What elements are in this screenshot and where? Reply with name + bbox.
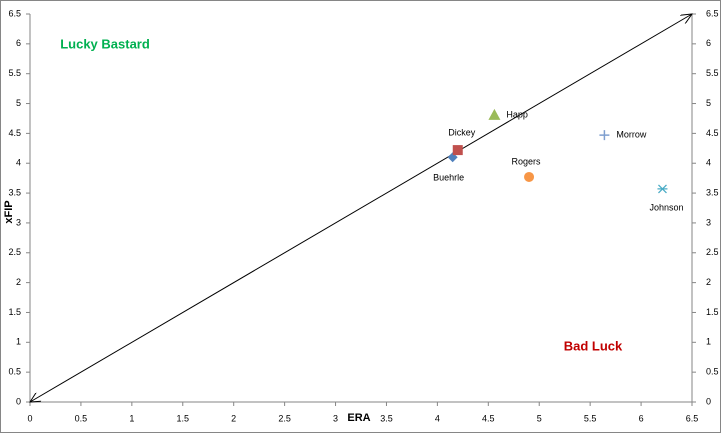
- y-tick-label: 1.5: [8, 307, 21, 317]
- y-tick-label: 3: [16, 217, 21, 227]
- y2-tick-label: 6.5: [706, 8, 719, 18]
- y2-tick-label: 5.5: [706, 68, 719, 78]
- point-label: Happ: [506, 109, 528, 119]
- point: [524, 171, 535, 182]
- x-tick-label: 4.5: [482, 413, 495, 423]
- point: [657, 184, 668, 194]
- point: [488, 108, 501, 120]
- y-tick-label: 2: [16, 277, 21, 287]
- point: [599, 130, 610, 141]
- y-tick-label: 5: [16, 98, 21, 108]
- point-label: Morrow: [616, 130, 647, 140]
- y-tick-label: 4: [16, 158, 21, 168]
- y-tick-label: 2.5: [8, 247, 21, 257]
- point-label: Johnson: [649, 202, 683, 212]
- x-tick-label: 3.5: [380, 413, 393, 423]
- x-tick-label: 2: [231, 413, 236, 423]
- reference-line: [30, 14, 692, 402]
- x-tick-label: 0: [27, 413, 32, 423]
- y-tick-label: 1: [16, 337, 21, 347]
- x-tick-label: 5: [537, 413, 542, 423]
- x-tick-label: 1: [129, 413, 134, 423]
- y-tick-label: 5.5: [8, 68, 21, 78]
- y2-tick-label: 4: [706, 158, 711, 168]
- y2-tick-label: 5: [706, 98, 711, 108]
- y2-tick-label: 2: [706, 277, 711, 287]
- x-tick-label: 5.5: [584, 413, 597, 423]
- x-tick-label: 1.5: [177, 413, 190, 423]
- y2-tick-label: 6: [706, 38, 711, 48]
- x-tick-label: 6.5: [686, 413, 699, 423]
- annotation: Lucky Bastard: [60, 36, 150, 51]
- y-tick-label: 6.5: [8, 8, 21, 18]
- y2-tick-label: 0: [706, 396, 711, 406]
- y-tick-label: 3.5: [8, 187, 21, 197]
- y-axis-title: xFIP: [3, 200, 15, 223]
- y2-tick-label: 4.5: [706, 128, 719, 138]
- y-tick-label: 0.5: [8, 367, 21, 377]
- x-tick-label: 6: [639, 413, 644, 423]
- y-tick-label: 6: [16, 38, 21, 48]
- y-tick-label: 0: [16, 396, 21, 406]
- x-tick-label: 2.5: [278, 413, 291, 423]
- point-label: Rogers: [512, 156, 542, 166]
- y2-tick-label: 3: [706, 217, 711, 227]
- y2-tick-label: 1.5: [706, 307, 719, 317]
- y2-tick-label: 2.5: [706, 247, 719, 257]
- y2-tick-label: 3.5: [706, 187, 719, 197]
- x-axis-title: ERA: [347, 412, 370, 424]
- x-tick-label: 3: [333, 413, 338, 423]
- y-tick-label: 4.5: [8, 128, 21, 138]
- x-tick-label: 4: [435, 413, 440, 423]
- point-label: Dickey: [448, 127, 476, 137]
- annotation: Bad Luck: [564, 338, 623, 353]
- point-label: Buehrle: [433, 173, 464, 183]
- point: [452, 145, 463, 156]
- x-tick-label: 0.5: [75, 413, 88, 423]
- y2-tick-label: 1: [706, 337, 711, 347]
- y2-tick-label: 0.5: [706, 367, 719, 377]
